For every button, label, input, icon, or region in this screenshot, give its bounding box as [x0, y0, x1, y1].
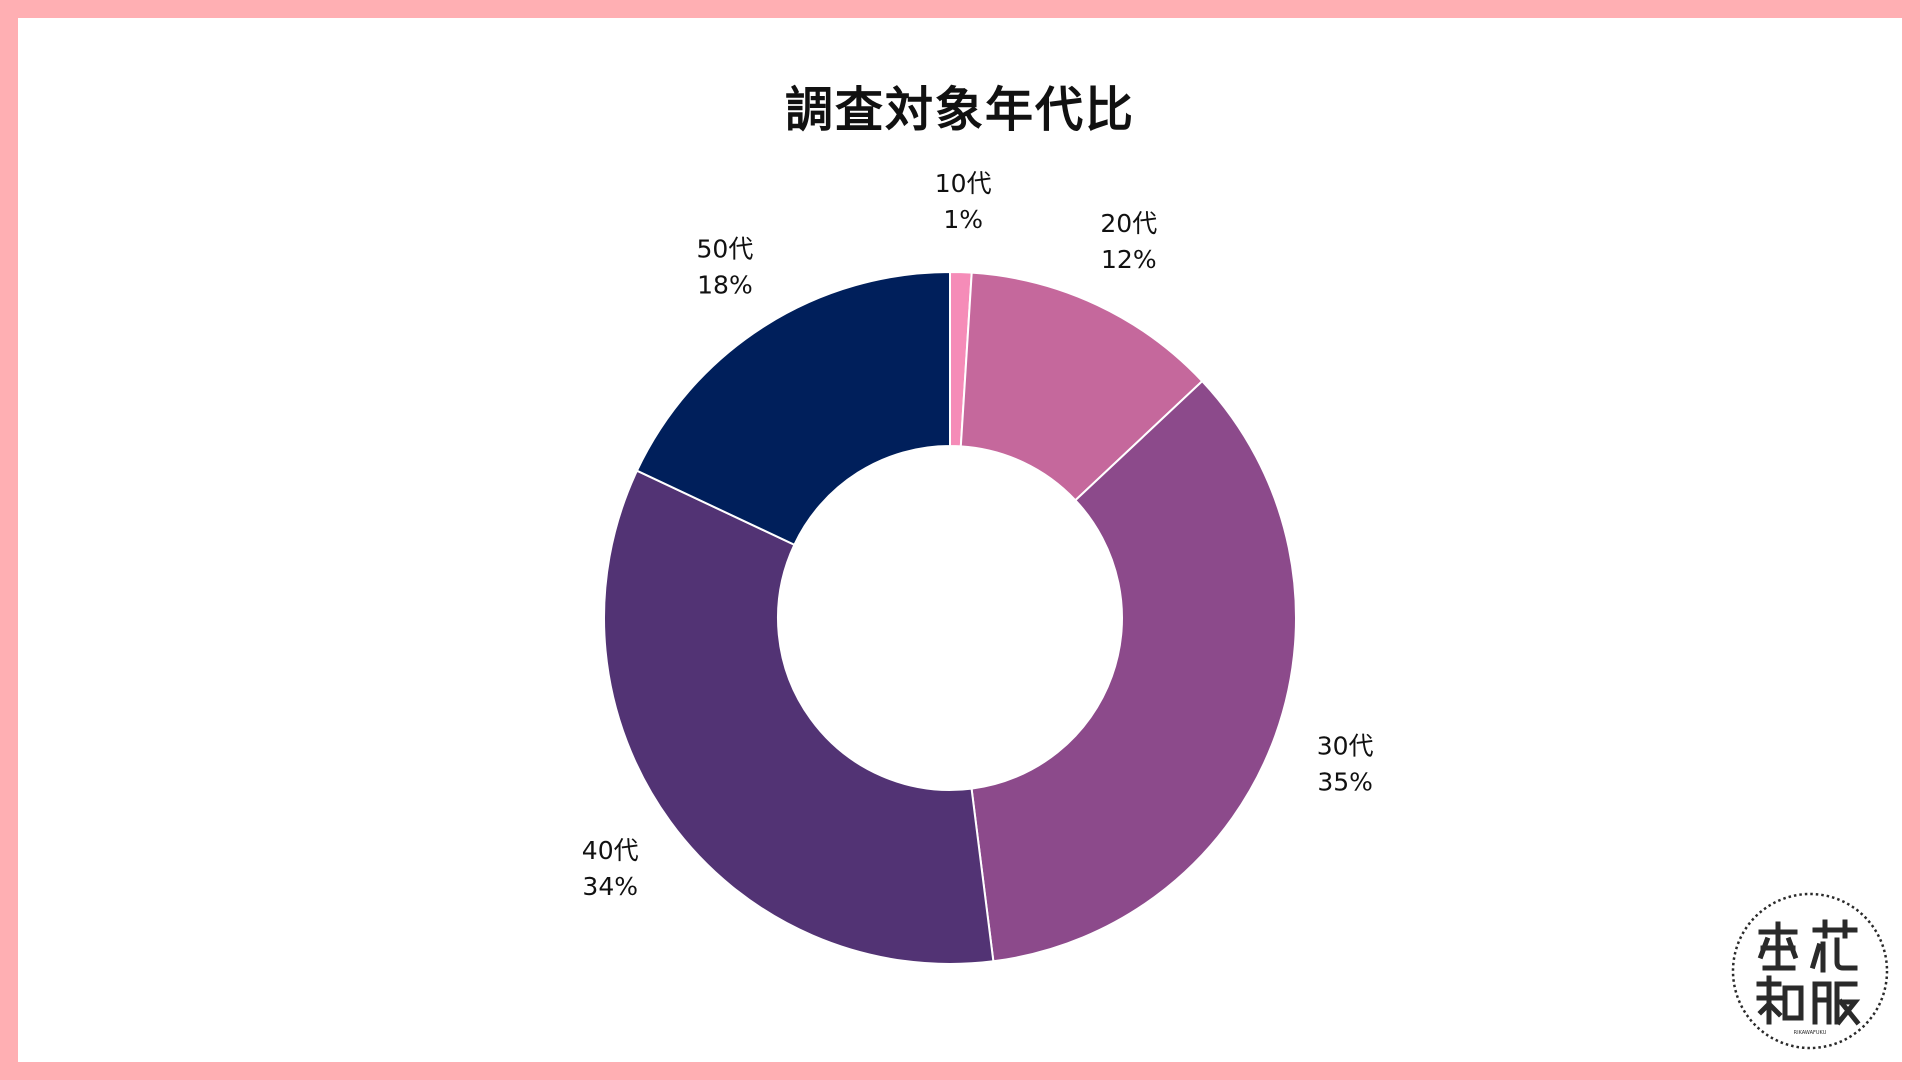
slice-50代 [635, 270, 951, 547]
slice-20代 [959, 271, 1204, 502]
value-label: 34% [582, 872, 638, 901]
chart-title: 調査対象年代比 [784, 82, 1135, 138]
value-label: 18% [697, 270, 753, 299]
category-label: 30代 [1317, 731, 1374, 760]
category-label: 50代 [697, 234, 754, 263]
value-label: 12% [1101, 245, 1157, 274]
value-label: 35% [1317, 767, 1373, 796]
value-label: 1% [943, 205, 983, 234]
category-label: 40代 [582, 836, 639, 865]
slice-40代 [603, 469, 995, 965]
slice-30代 [970, 379, 1297, 963]
brand-logo-seal: RIKAWAFUKU [1731, 892, 1889, 1050]
category-label: 10代 [935, 169, 992, 198]
svg-text:RIKAWAFUKU: RIKAWAFUKU [1794, 1030, 1827, 1036]
category-label: 20代 [1100, 209, 1157, 238]
